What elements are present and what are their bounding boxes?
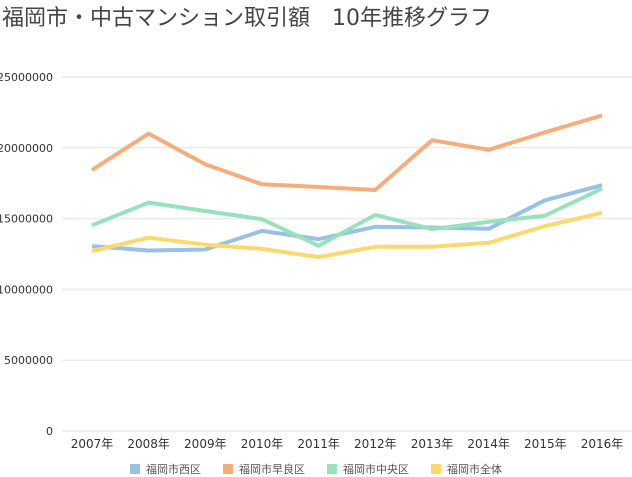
x-tick-label: 2008年 xyxy=(127,437,170,451)
x-tick-label: 2013年 xyxy=(411,437,454,451)
y-tick-label: 25000000 xyxy=(0,71,53,84)
y-tick-label: 0 xyxy=(46,425,53,438)
gridlines xyxy=(62,76,632,432)
legend-item[interactable]: 福岡市早良区 xyxy=(223,461,305,477)
x-tick-label: 2015年 xyxy=(524,437,567,451)
series-line-2[interactable] xyxy=(91,186,603,248)
x-tick-label: 2012年 xyxy=(354,437,397,451)
x-tick-label: 2011年 xyxy=(297,437,340,451)
legend-swatch-icon xyxy=(223,464,233,474)
chart-title: 福岡市・中古マンション取引額 10年推移グラフ xyxy=(2,6,492,31)
series-line-1[interactable] xyxy=(90,113,603,192)
x-tick-label: 2010年 xyxy=(241,437,284,451)
x-tick-label: 2014年 xyxy=(467,437,510,451)
x-axis-ticks: 2007年 2008年 2009年 2010年 2011年 2012年 2013年 2014年… xyxy=(71,437,624,451)
legend-swatch-icon xyxy=(327,464,337,474)
legend-label: 福岡市西区 xyxy=(146,463,201,476)
legend-item[interactable]: 福岡市全体 xyxy=(431,461,502,477)
x-tick-label: 2009年 xyxy=(184,437,227,451)
line-chart: 0 5000000 10000000 15000000 20000000 25000000… xyxy=(0,71,632,451)
y-tick-label: 10000000 xyxy=(0,283,53,296)
legend-item[interactable]: 福岡市中央区 xyxy=(327,461,409,477)
legend-label: 福岡市早良区 xyxy=(239,463,305,476)
series-lines xyxy=(90,113,603,260)
legend-swatch-icon xyxy=(130,464,140,474)
y-tick-label: 5000000 xyxy=(4,354,53,367)
series-line-0[interactable] xyxy=(91,183,603,253)
y-tick-label: 20000000 xyxy=(0,142,53,155)
legend-swatch-icon xyxy=(431,464,441,474)
x-tick-label: 2016年 xyxy=(581,437,624,451)
series-line-3[interactable] xyxy=(91,210,603,260)
legend: 福岡市西区 福岡市早良区 福岡市中央区 福岡市全体 xyxy=(0,461,632,477)
x-tick-label: 2007年 xyxy=(71,437,114,451)
legend-label: 福岡市全体 xyxy=(447,463,502,476)
legend-label: 福岡市中央区 xyxy=(343,463,409,476)
legend-item[interactable]: 福岡市西区 xyxy=(130,461,201,477)
y-tick-label: 15000000 xyxy=(0,213,53,226)
y-axis-ticks: 0 5000000 10000000 15000000 20000000 25000000 xyxy=(0,71,53,438)
